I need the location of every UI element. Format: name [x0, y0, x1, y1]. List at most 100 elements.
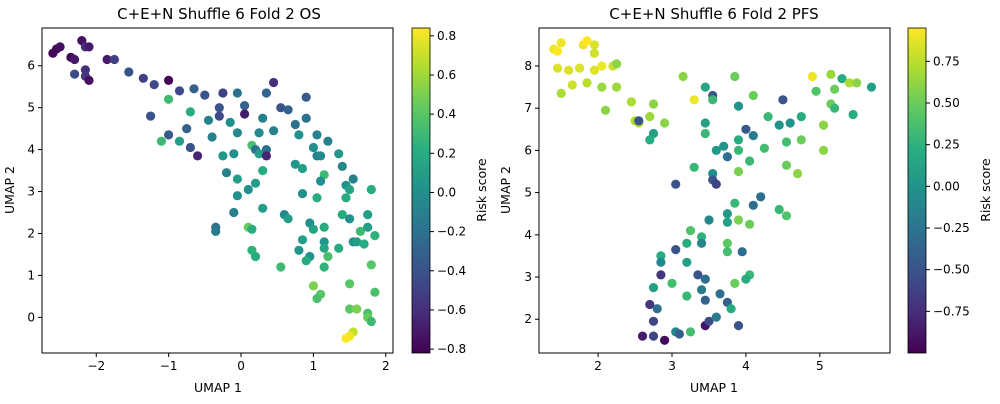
scatter-point — [70, 54, 80, 65]
scatter-point — [722, 209, 733, 219]
scatter-point — [741, 124, 751, 134]
scatter-point — [589, 48, 600, 58]
scatter-point — [759, 143, 770, 153]
scatter-point — [778, 95, 788, 105]
scatter-point — [124, 67, 134, 77]
scatter-point — [697, 285, 707, 295]
scatter-point — [597, 61, 607, 71]
scatter-point — [830, 84, 840, 94]
scatter-point — [671, 179, 681, 189]
chart-pfs-ylabel: UMAP 2 — [498, 166, 513, 214]
scatter-point — [682, 291, 692, 301]
scatter-point — [363, 210, 373, 220]
y-tick-label: 4 — [27, 143, 35, 157]
scatter-point — [316, 176, 326, 186]
scatter-point — [781, 160, 792, 170]
scatter-point — [218, 88, 228, 98]
chart-pfs-colorbar-label: Risk score — [978, 158, 993, 222]
scatter-point — [232, 88, 242, 98]
scatter-point — [185, 107, 195, 117]
scatter-point — [711, 145, 721, 155]
scatter-point — [312, 130, 322, 140]
scatter-point — [556, 88, 566, 98]
y-tick-label: 0 — [27, 310, 35, 324]
scatter-point — [164, 130, 174, 140]
scatter-point — [634, 116, 644, 126]
scatter-point — [582, 36, 592, 46]
scatter-point — [612, 82, 622, 92]
colorbar-tick-label: −0.75 — [933, 304, 970, 318]
scatter-point — [146, 111, 156, 121]
scatter-point — [323, 136, 333, 146]
scatter-point — [708, 95, 718, 105]
scatter-point — [363, 222, 373, 232]
scatter-point — [830, 103, 840, 113]
scatter-point — [297, 189, 308, 199]
colorbar-tick-label: −0.4 — [437, 264, 466, 278]
scatter-point — [366, 184, 376, 195]
scatter-point — [818, 145, 829, 155]
scatter-point — [866, 82, 877, 92]
scatter-point — [852, 78, 862, 88]
scatter-point — [711, 179, 721, 189]
scatter-point — [552, 63, 563, 73]
scatter-point — [730, 198, 740, 208]
scatter-point — [323, 251, 333, 262]
chart-pfs-x-ticks: 2 3 4 5 — [594, 353, 824, 373]
scatter-point — [185, 142, 195, 153]
scatter-point — [660, 118, 670, 128]
scatter-point — [80, 65, 90, 75]
scatter-point — [359, 239, 369, 249]
scatter-point — [648, 283, 659, 293]
scatter-point — [341, 193, 351, 203]
scatter-point — [355, 226, 365, 236]
chart-os-frame — [41, 27, 394, 354]
scatter-point — [719, 141, 729, 151]
scatter-point — [84, 75, 94, 85]
scatter-point — [345, 214, 355, 224]
scatter-point — [174, 86, 185, 96]
scatter-point — [733, 145, 744, 155]
scatter-point — [312, 193, 322, 203]
scatter-point — [612, 59, 622, 69]
scatter-point — [704, 215, 714, 225]
scatter-point — [682, 238, 692, 248]
chart-os-colorbar — [411, 27, 431, 354]
scatter-point — [626, 97, 637, 107]
scatter-point — [55, 42, 65, 52]
scatter-point — [182, 124, 192, 134]
scatter-point — [796, 112, 806, 122]
scatter-point — [597, 82, 607, 92]
chart-os: C+E+N Shuffle 6 Fold 2 OS −2 −1 0 1 2 0 1 2 3 4 5… — [2, 5, 489, 395]
scatter-point — [352, 237, 362, 247]
scatter-point — [345, 304, 355, 314]
scatter-point — [648, 331, 659, 341]
scatter-point — [656, 251, 666, 261]
scatter-point — [203, 115, 214, 125]
scatter-point — [722, 152, 733, 162]
colorbar-tick-label: 0.75 — [933, 54, 960, 68]
chart-pfs-frame — [538, 27, 891, 354]
scatter-point — [218, 151, 228, 161]
scatter-point — [319, 222, 329, 232]
scatter-point — [652, 304, 662, 314]
scatter-point — [341, 333, 351, 343]
y-tick-label: 3 — [524, 270, 532, 284]
colorbar-tick-label: −0.6 — [437, 303, 466, 317]
scatter-point — [708, 169, 718, 179]
y-tick-label: 2 — [524, 312, 532, 326]
scatter-point — [232, 128, 242, 138]
scatter-point — [730, 278, 740, 288]
scatter-point — [276, 103, 286, 113]
scatter-point — [258, 113, 268, 123]
colorbar-tick-label: 0.2 — [437, 146, 456, 160]
scatter-point — [319, 243, 329, 253]
scatter-point — [575, 63, 585, 73]
y-tick-label: 6 — [27, 59, 35, 73]
scatter-point — [366, 260, 376, 270]
scatter-point — [232, 191, 242, 201]
x-tick-label: 0 — [237, 359, 245, 373]
scatter-point — [370, 231, 380, 241]
scatter-point — [645, 299, 655, 310]
